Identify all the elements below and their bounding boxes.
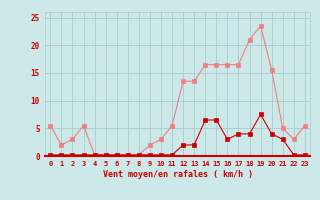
X-axis label: Vent moyen/en rafales ( km/h ): Vent moyen/en rafales ( km/h ) bbox=[103, 170, 252, 179]
